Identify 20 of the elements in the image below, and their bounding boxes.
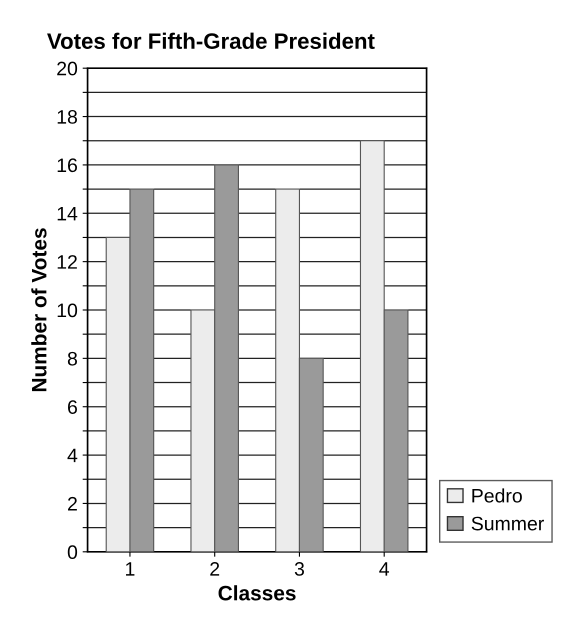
y-tick-label: 14 <box>58 206 78 220</box>
y-tick-label: 6 <box>68 400 77 414</box>
y-tick-label: 4 <box>67 448 78 462</box>
y-tick-label: 12 <box>58 255 77 269</box>
x-tick-label: 4 <box>379 562 390 576</box>
y-axis-title: Number of Votes <box>31 228 47 392</box>
chart-title: Votes for Fifth-Grade President <box>47 32 375 49</box>
x-axis-title: Classes <box>218 585 296 601</box>
y-tick-label: 20 <box>57 62 78 76</box>
y-tick-label: 2 <box>68 496 77 510</box>
x-tick-label: 2 <box>210 562 220 576</box>
x-tick-label: 1 <box>126 562 134 576</box>
y-tick-label: 8 <box>68 352 78 366</box>
y-tick-label: 18 <box>58 110 78 124</box>
y-tick-label: 10 <box>58 303 78 318</box>
y-tick-label: 0 <box>68 545 78 560</box>
legend-label: Pedro <box>472 488 522 503</box>
y-tick-label: 16 <box>58 158 77 172</box>
x-tick-label: 3 <box>294 562 304 576</box>
legend-label: Summer <box>472 516 544 530</box>
